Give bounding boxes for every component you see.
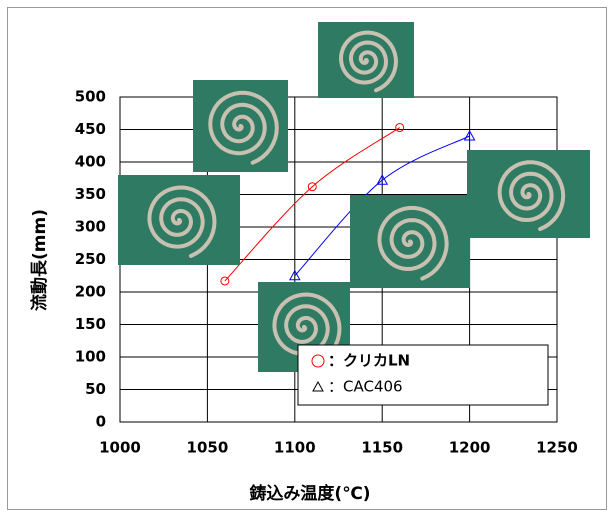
legend-label: ：CAC406 [328, 378, 403, 396]
y-tick-label: 50 [85, 380, 106, 398]
x-tick-label: 1150 [361, 439, 403, 457]
x-tick-label: 1100 [274, 439, 316, 457]
x-axis-label: 鋳込み温度(℃) [249, 483, 370, 504]
y-axis-label: 流動長(mm) [29, 209, 50, 311]
chart: 0 50 100 150 200 250 300 350 400 450 500 1000 1050 11… [0, 0, 615, 518]
y-tick-label: 300 [75, 218, 106, 236]
y-tick-label: 200 [75, 283, 106, 301]
x-tick-label: 1250 [536, 439, 578, 457]
y-tick-label: 100 [75, 348, 106, 366]
y-tick-label: 450 [75, 120, 106, 138]
legend-label: ：クリカLN [328, 352, 410, 370]
y-tick-label: 0 [96, 413, 106, 431]
y-tick-label: 250 [75, 250, 106, 268]
x-tick-label: 1000 [99, 439, 141, 457]
y-tick-label: 350 [75, 185, 106, 203]
x-tick-label: 1050 [187, 439, 229, 457]
y-tick-label: 500 [75, 88, 106, 106]
x-tick-label: 1200 [449, 439, 491, 457]
y-tick-label: 400 [75, 153, 106, 171]
y-tick-label: 150 [75, 315, 106, 333]
